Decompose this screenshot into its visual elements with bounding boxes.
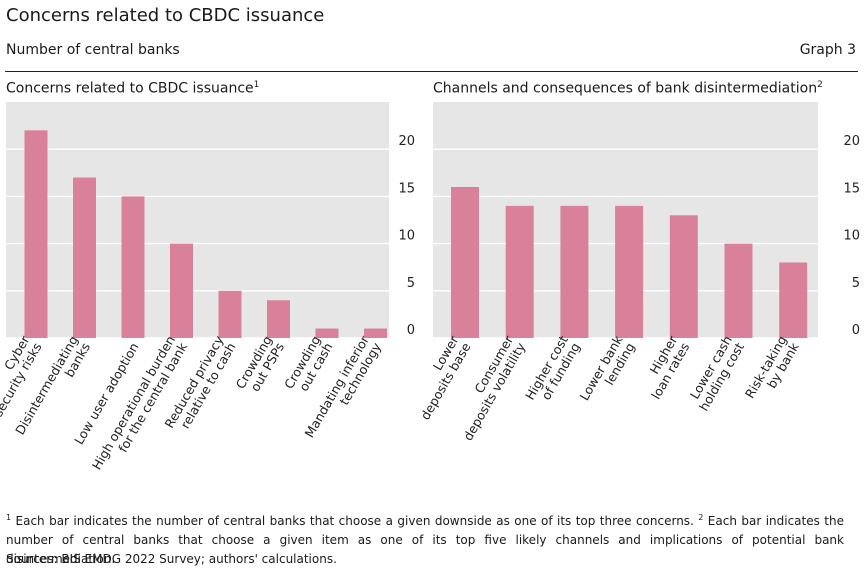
left-y-tick-label: 10 (398, 229, 415, 244)
right-y-tick-label: 10 (843, 229, 860, 244)
footnote-1-text: Each bar indicates the number of central… (11, 514, 699, 528)
left-panel-title: Concerns related to CBDC issuance1 (6, 80, 259, 97)
left-bar (267, 300, 290, 338)
footnote-2-text: Each bar indicates the number of central… (6, 514, 844, 566)
left-bar (121, 196, 145, 338)
left-y-tick-label: 20 (398, 134, 415, 149)
left-bar (218, 290, 242, 338)
right-panel-title-text: Channels and consequences of bank disint… (433, 80, 818, 97)
left-bar (364, 328, 387, 338)
right-panel-title-footnote: 2 (817, 80, 823, 90)
left-y-tick-label: 0 (407, 323, 415, 338)
left-bar (73, 177, 96, 338)
footnotes: 1 Each bar indicates the number of centr… (6, 508, 844, 569)
footnote-1-marker: 1 (6, 513, 12, 522)
right-y-tick-label: 0 (852, 323, 860, 338)
header-rule (5, 71, 858, 72)
right-bar (724, 243, 753, 338)
graph-number: Graph 3 (799, 42, 856, 58)
left-y-tick-label: 15 (398, 181, 415, 196)
left-bar (315, 328, 339, 338)
right-y-tick-label: 20 (843, 134, 860, 149)
right-y-tick-label: 5 (852, 276, 860, 291)
right-panel-title: Channels and consequences of bank disint… (433, 80, 823, 97)
graph-subtitle: Number of central banks (6, 42, 180, 58)
right-bar (505, 205, 534, 338)
footnote-2-marker: 2 (698, 513, 704, 522)
right-bar (560, 205, 589, 338)
sources: Sources: BIS EMDG 2022 Survey; authors' … (6, 552, 337, 566)
graph-title: Concerns related to CBDC issuance (6, 5, 325, 26)
left-bar (24, 130, 48, 338)
right-bar (615, 205, 644, 338)
right-bar (779, 262, 808, 338)
left-panel-title-text: Concerns related to CBDC issuance (6, 80, 254, 97)
left-panel-title-footnote: 1 (253, 80, 260, 90)
right-bar (669, 215, 698, 338)
right-y-tick-label: 15 (843, 181, 860, 196)
left-plot-area (6, 102, 389, 338)
left-bar (170, 243, 193, 338)
left-y-tick-label: 5 (407, 276, 415, 291)
right-bar (451, 186, 479, 338)
